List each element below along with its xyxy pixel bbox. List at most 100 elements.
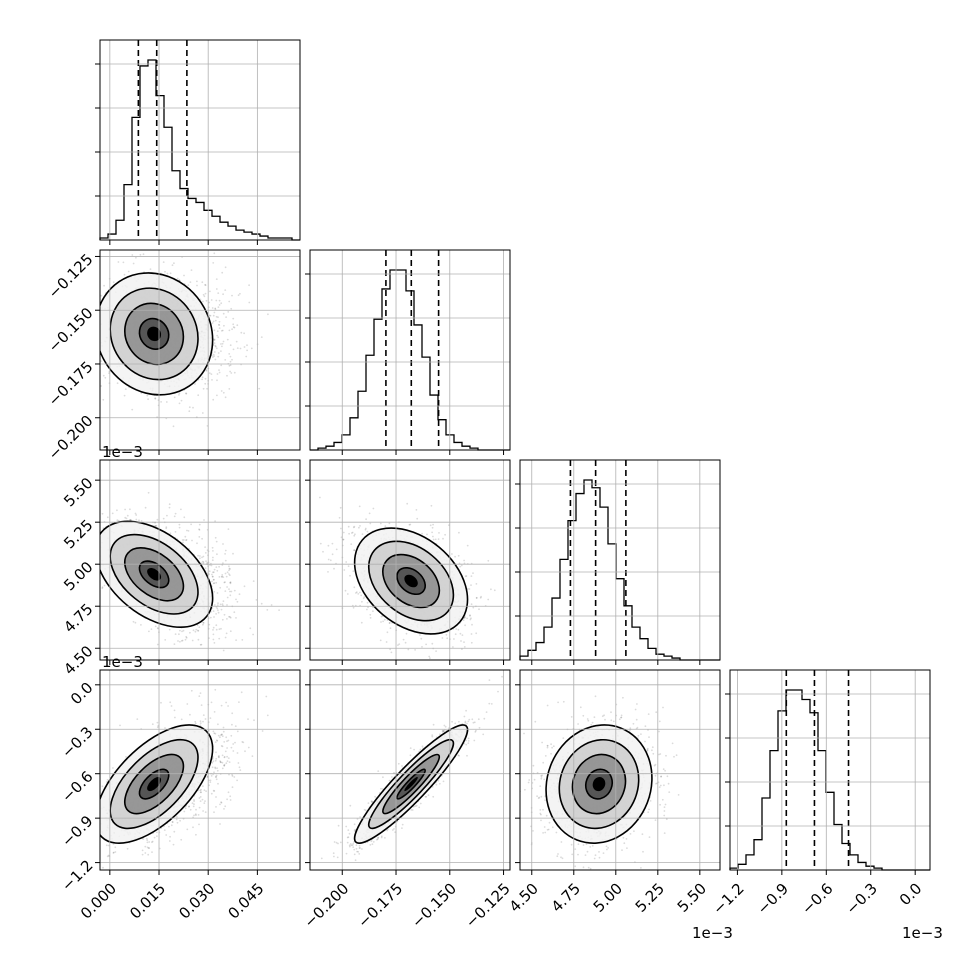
sample-point: [107, 854, 110, 857]
sample-point: [229, 799, 232, 801]
sample-point: [475, 583, 478, 585]
sample-point: [164, 639, 167, 641]
sample-point: [212, 356, 214, 358]
contour-line: [138, 560, 170, 589]
sample-point: [228, 615, 230, 618]
sample-point: [139, 253, 142, 256]
sample-point: [93, 539, 95, 541]
sample-point: [226, 571, 229, 574]
sample-point: [165, 401, 168, 403]
sample-point: [154, 625, 157, 628]
sample-point: [239, 769, 242, 771]
sample-point: [142, 253, 145, 256]
sample-point: [165, 526, 168, 528]
sample-point: [199, 800, 202, 802]
sample-point: [215, 566, 218, 568]
sample-point: [426, 533, 428, 536]
sample-point: [429, 524, 432, 527]
sample-point: [127, 270, 130, 273]
sample-point: [471, 623, 473, 626]
sample-point: [187, 284, 190, 286]
sample-point: [223, 581, 226, 584]
sample-point: [220, 627, 222, 630]
sample-point: [214, 520, 217, 523]
sample-point: [222, 600, 225, 603]
sample-point: [465, 575, 468, 577]
sample-point: [211, 761, 214, 764]
sample-point: [149, 268, 152, 270]
sample-point: [351, 531, 354, 534]
sample-point: [150, 628, 153, 630]
sample-point: [221, 342, 224, 345]
sample-point: [213, 711, 216, 713]
sample-point: [454, 633, 457, 636]
sample-point: [220, 390, 223, 392]
sample-point: [429, 657, 431, 659]
sample-point: [185, 635, 188, 638]
sample-point: [222, 293, 225, 296]
sample-point: [448, 524, 450, 526]
sample-point: [388, 622, 391, 624]
sample-point: [342, 531, 345, 534]
sample-point: [201, 560, 204, 563]
sample-point: [460, 640, 462, 642]
sample-point: [223, 756, 226, 758]
sample-point: [183, 539, 185, 541]
sample-point: [236, 324, 239, 327]
sample-point: [212, 556, 214, 559]
sample-point: [164, 270, 166, 273]
sample-point: [216, 569, 219, 572]
sample-point: [214, 741, 217, 743]
sample-point: [219, 586, 222, 589]
sample-point: [432, 538, 435, 541]
sample-point: [215, 757, 218, 760]
sample-point: [199, 555, 201, 557]
sample-point: [216, 592, 219, 594]
sample-point: [455, 628, 458, 630]
sample-point: [386, 631, 389, 634]
sample-point: [261, 730, 264, 732]
sample-point: [183, 516, 186, 519]
sample-point: [415, 509, 418, 511]
sample-point: [229, 364, 232, 366]
sample-point: [202, 300, 204, 303]
sample-point: [327, 571, 329, 573]
sample-point: [213, 252, 216, 255]
sample-point: [146, 846, 149, 849]
sample-point: [240, 691, 243, 694]
sample-point: [464, 616, 466, 619]
sample-point: [227, 675, 229, 677]
sample-point: [209, 616, 212, 619]
sample-point: [235, 340, 238, 343]
sample-point: [232, 348, 235, 351]
sample-point: [217, 355, 220, 358]
sample-point: [226, 586, 229, 588]
sample-point: [196, 284, 198, 287]
sample-point: [114, 846, 117, 849]
sample-point: [212, 550, 214, 552]
sample-point: [438, 674, 440, 676]
sample-point: [470, 617, 472, 620]
sample-point: [232, 326, 235, 328]
sample-point: [215, 315, 218, 318]
sample-point: [230, 590, 233, 593]
sample-point: [96, 307, 98, 309]
sample-point: [210, 564, 213, 567]
sample-point: [218, 369, 220, 371]
sample-point: [168, 825, 170, 828]
sample-point: [432, 523, 434, 526]
sample-point: [81, 853, 83, 855]
sample-point: [372, 606, 374, 609]
sample-point: [202, 720, 204, 723]
sample-point: [89, 804, 91, 806]
sample-point: [246, 349, 249, 352]
sample-point: [53, 565, 55, 567]
sample-point: [228, 364, 231, 367]
sample-point: [216, 379, 218, 382]
sample-point: [350, 532, 353, 534]
sample-point: [124, 508, 126, 511]
sample-point: [352, 526, 355, 529]
sample-point: [194, 720, 197, 723]
sample-point: [229, 594, 232, 597]
